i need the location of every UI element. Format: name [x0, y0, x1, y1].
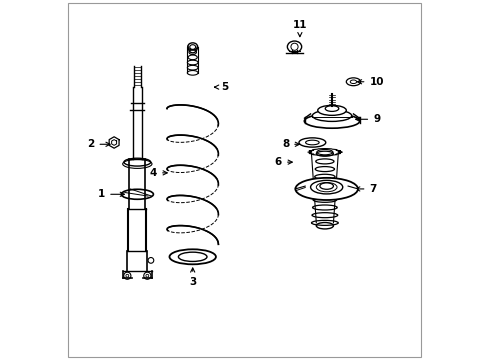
Ellipse shape — [310, 180, 342, 194]
Text: 6: 6 — [274, 157, 292, 167]
Ellipse shape — [287, 41, 301, 53]
Text: 3: 3 — [189, 268, 196, 287]
Text: 1: 1 — [98, 189, 124, 199]
Text: 7: 7 — [355, 184, 376, 194]
Ellipse shape — [295, 178, 357, 200]
Ellipse shape — [298, 138, 325, 147]
Text: 10: 10 — [357, 77, 383, 87]
Ellipse shape — [317, 105, 346, 115]
Ellipse shape — [312, 110, 351, 121]
Text: 9: 9 — [355, 114, 380, 124]
Text: 8: 8 — [282, 139, 299, 149]
Text: 2: 2 — [87, 139, 110, 149]
Text: 4: 4 — [149, 168, 167, 178]
Ellipse shape — [304, 114, 359, 128]
Text: 11: 11 — [292, 19, 306, 37]
Ellipse shape — [346, 78, 360, 86]
Text: 5: 5 — [214, 82, 228, 92]
